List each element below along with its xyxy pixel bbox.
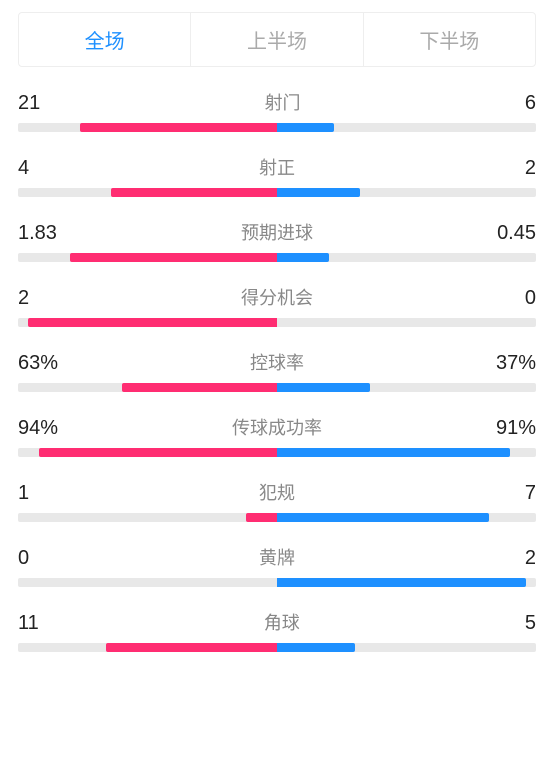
- stat-bar: [18, 448, 536, 457]
- stat-away-value: 2: [525, 547, 536, 570]
- stat-bar-away: [277, 513, 489, 522]
- stat-home-value: 63%: [18, 352, 58, 375]
- period-tabs: 全场 上半场 下半场: [18, 12, 536, 67]
- stat-label: 犯规: [259, 479, 295, 505]
- stat-bar-away: [277, 383, 370, 392]
- stat-label: 传球成功率: [232, 414, 322, 440]
- stat-home-value: 1: [18, 482, 29, 505]
- stat-bar: [18, 123, 536, 132]
- stat-label: 角球: [264, 609, 300, 635]
- stat-away-value: 5: [525, 612, 536, 635]
- stat-bar-away: [277, 643, 355, 652]
- stat-away-value: 91%: [496, 417, 536, 440]
- stat-home-value: 94%: [18, 417, 58, 440]
- stat-home-value: 21: [18, 92, 40, 115]
- stat-bar: [18, 383, 536, 392]
- stat-bar: [18, 643, 536, 652]
- stat-home-value: 0: [18, 547, 29, 570]
- stat-bar-away: [277, 448, 510, 457]
- stat-bar: [18, 188, 536, 197]
- stat-away-value: 37%: [496, 352, 536, 375]
- stat-row: 1.83 预期进球 0.45: [18, 219, 536, 262]
- stat-row: 63% 控球率 37%: [18, 349, 536, 392]
- stat-row: 21 射门 6: [18, 89, 536, 132]
- stat-bar-home: [111, 188, 277, 197]
- stat-bar-home: [80, 123, 277, 132]
- stat-row: 4 射正 2: [18, 154, 536, 197]
- stat-bar-away: [277, 578, 526, 587]
- stat-label: 射正: [259, 154, 295, 180]
- stat-bar: [18, 253, 536, 262]
- stat-bar-home: [122, 383, 277, 392]
- stat-bar-away: [277, 123, 334, 132]
- stats-list: 21射门64射正21.83预期进球0.452得分机会063%控球率37%94%传…: [0, 89, 554, 652]
- stat-bar: [18, 513, 536, 522]
- stat-bar-away: [277, 188, 360, 197]
- stat-home-value: 2: [18, 287, 29, 310]
- stat-row: 1 犯规 7: [18, 479, 536, 522]
- stat-home-value: 11: [18, 612, 39, 635]
- stat-away-value: 6: [525, 92, 536, 115]
- tab-full-match[interactable]: 全场: [19, 13, 190, 66]
- stat-bar: [18, 578, 536, 587]
- stat-row: 11 角球 5: [18, 609, 536, 652]
- stat-row: 0 黄牌 2: [18, 544, 536, 587]
- stat-bar-home: [106, 643, 277, 652]
- tab-first-half[interactable]: 上半场: [190, 13, 362, 66]
- stat-row: 2 得分机会 0: [18, 284, 536, 327]
- stat-home-value: 4: [18, 157, 29, 180]
- stat-away-value: 7: [525, 482, 536, 505]
- stat-label: 黄牌: [259, 544, 295, 570]
- stat-bar: [18, 318, 536, 327]
- stat-row: 94% 传球成功率 91%: [18, 414, 536, 457]
- stat-bar-home: [28, 318, 277, 327]
- stat-label: 预期进球: [241, 219, 313, 245]
- tab-second-half[interactable]: 下半场: [363, 13, 535, 66]
- stat-home-value: 1.83: [18, 222, 57, 245]
- stat-label: 得分机会: [241, 284, 313, 310]
- stat-bar-home: [39, 448, 277, 457]
- stat-bar-home: [70, 253, 277, 262]
- stat-away-value: 0.45: [497, 222, 536, 245]
- stat-bar-away: [277, 253, 329, 262]
- stat-label: 控球率: [250, 349, 304, 375]
- stat-bar-home: [246, 513, 277, 522]
- stat-label: 射门: [265, 89, 301, 115]
- stat-away-value: 2: [525, 157, 536, 180]
- stat-away-value: 0: [525, 287, 536, 310]
